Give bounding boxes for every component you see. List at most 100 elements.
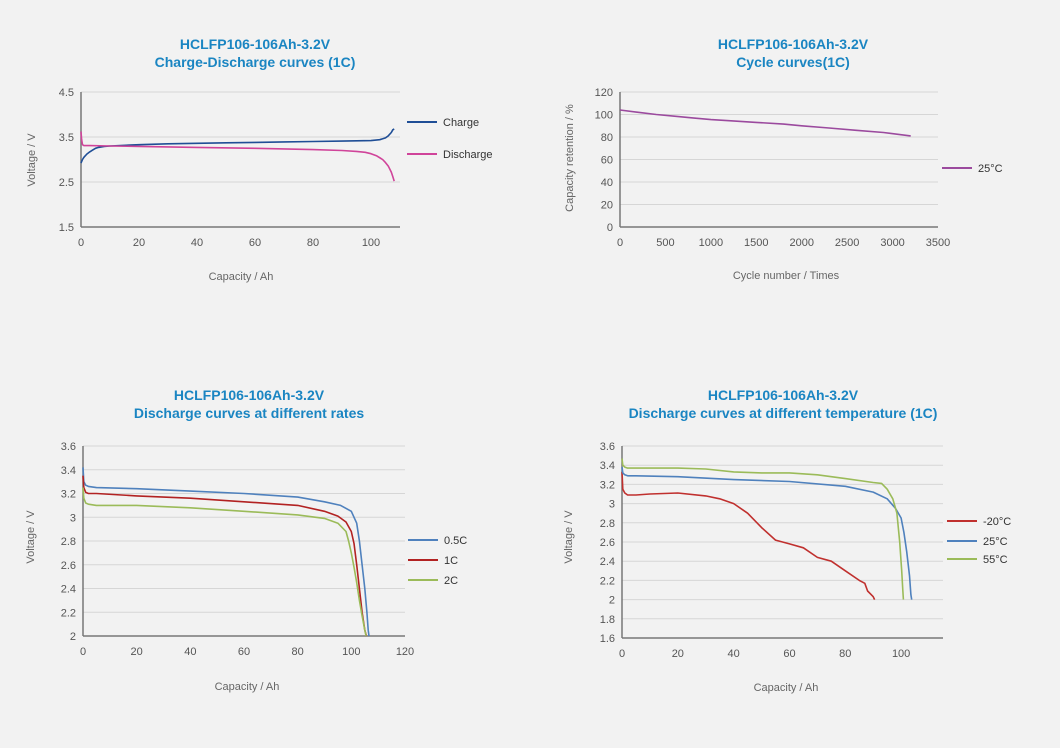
x-tick-label: 20	[672, 648, 684, 660]
x-tick-label: 3500	[926, 237, 950, 249]
legend-label: Discharge	[443, 149, 493, 161]
chart-title: HCLFP106-106Ah-3.2V Charge-Discharge cur…	[0, 35, 520, 71]
y-tick-label: 2.4	[61, 584, 76, 596]
y-tick-label: 20	[601, 200, 613, 212]
legend-label: -20°C	[983, 516, 1011, 528]
x-tick-label: 40	[184, 646, 196, 658]
series-line-25-c	[619, 109, 911, 137]
y-tick-label: 1.8	[600, 614, 615, 626]
chart-charge-discharge: HCLFP106-106Ah-3.2V Charge-Discharge cur…	[0, 0, 530, 300]
x-axis-label: Cycle number / Times	[733, 270, 840, 282]
legend-label: 25°C	[978, 163, 1003, 175]
x-tick-label: 3000	[880, 237, 904, 249]
x-tick-label: 20	[131, 646, 143, 658]
y-tick-label: 2	[609, 595, 615, 607]
x-tick-label: 60	[238, 646, 250, 658]
legend-label: 2C	[444, 575, 458, 587]
y-tick-label: 3.6	[61, 441, 76, 453]
series-line-55-c	[621, 458, 905, 600]
chart-subtitle: Discharge curves at different rates	[133, 405, 365, 421]
y-axis-label: Voltage / V	[25, 510, 37, 564]
y-tick-label: 60	[601, 155, 613, 167]
y-tick-label: 120	[595, 87, 613, 99]
y-tick-label: 3.5	[59, 132, 74, 144]
x-tick-label: 40	[191, 237, 203, 249]
x-tick-label: 60	[249, 237, 261, 249]
legend-label: 55°C	[983, 554, 1008, 566]
x-tick-label: 40	[728, 648, 740, 660]
y-tick-label: 3	[70, 512, 76, 524]
y-tick-label: 80	[601, 132, 613, 144]
chart-canvas: Capacity / Ah Voltage / V 1.5 2.5 3.5 4.5 0 2…	[26, 87, 493, 283]
y-tick-label: 2.6	[600, 537, 615, 549]
x-axis-label: Capacity / Ah	[209, 271, 274, 283]
x-tick-label: 80	[839, 648, 851, 660]
chart-canvas: Capacity / Ah Voltage / V 2 2.2 2.4 2.6 2.8 3…	[25, 441, 467, 693]
x-tick-label: 500	[656, 237, 674, 249]
y-tick-label: 3.4	[61, 465, 76, 477]
x-tick-label: 0	[617, 237, 623, 249]
chart-title: HCLFP106-106Ah-3.2V Discharge curves at …	[0, 386, 514, 422]
chart-title-line1: HCLFP106-106Ah-3.2V	[717, 36, 869, 52]
y-axis-label: Voltage / V	[563, 510, 575, 564]
chart-subtitle: Charge-Discharge curves (1C)	[154, 54, 356, 70]
x-tick-label: 80	[307, 237, 319, 249]
x-tick-label: 0	[80, 646, 86, 658]
y-tick-label: 1.6	[600, 633, 615, 645]
chart-discharge-temperature: HCLFP106-106Ah-3.2V Discharge curves at …	[530, 375, 1060, 715]
y-tick-label: 2.5	[59, 177, 74, 189]
x-tick-label: 100	[362, 237, 380, 249]
y-tick-label: 2	[70, 631, 76, 643]
chart-title: HCLFP106-106Ah-3.2V Cycle curves(1C)	[528, 35, 1058, 71]
x-tick-label: 80	[292, 646, 304, 658]
chart-discharge-rates: HCLFP106-106Ah-3.2V Discharge curves at …	[0, 375, 530, 715]
y-tick-label: 2.2	[61, 607, 76, 619]
y-axis-label: Capacity retention / %	[564, 104, 576, 212]
x-tick-label: 20	[133, 237, 145, 249]
y-tick-label: 3	[609, 499, 615, 511]
x-tick-label: 100	[892, 648, 910, 660]
y-tick-label: 2.8	[600, 518, 615, 530]
legend-label: 1C	[444, 555, 458, 567]
series-line-2c	[82, 487, 367, 637]
y-tick-label: 3.2	[600, 479, 615, 491]
chart-title-line1: HCLFP106-106Ah-3.2V	[707, 387, 859, 403]
chart-subtitle: Discharge curves at different temperatur…	[628, 405, 938, 421]
x-tick-label: 2000	[789, 237, 813, 249]
x-tick-label: 2500	[835, 237, 859, 249]
chart-subtitle: Cycle curves(1C)	[736, 54, 850, 70]
y-tick-label: 2.6	[61, 560, 76, 572]
chart-cycle: HCLFP106-106Ah-3.2V Cycle curves(1C) Cyc…	[530, 0, 1060, 300]
series-line-25-c	[621, 466, 913, 600]
chart-title-line1: HCLFP106-106Ah-3.2V	[179, 36, 331, 52]
y-tick-label: 2.2	[600, 575, 615, 587]
legend-label: 0.5C	[444, 535, 467, 547]
series-line-20-c	[621, 471, 876, 600]
y-tick-label: 3.2	[61, 489, 76, 501]
x-tick-label: 0	[78, 237, 84, 249]
chart-canvas: Capacity / Ah Voltage / V 1.6 1.8 2 2.2 2.4 2…	[563, 441, 1011, 694]
legend-label: Charge	[443, 117, 479, 129]
series-line-charge	[80, 128, 395, 164]
y-tick-label: 3.6	[600, 441, 615, 453]
y-tick-label: 100	[595, 110, 613, 122]
y-tick-label: 1.5	[59, 222, 74, 234]
series-line-1c	[82, 475, 368, 637]
chart-canvas: Cycle number / Times Capacity retention …	[564, 87, 1003, 282]
y-tick-label: 2.4	[600, 556, 615, 568]
x-tick-label: 120	[396, 646, 414, 658]
y-tick-label: 2.8	[61, 536, 76, 548]
x-tick-label: 0	[619, 648, 625, 660]
y-tick-label: 40	[601, 177, 613, 189]
y-axis-label: Voltage / V	[26, 133, 38, 187]
series-line-discharge	[80, 131, 395, 182]
y-tick-label: 3.4	[600, 460, 615, 472]
x-axis-label: Capacity / Ah	[754, 682, 819, 694]
x-axis-label: Capacity / Ah	[215, 681, 280, 693]
x-tick-label: 1500	[744, 237, 768, 249]
x-tick-label: 1000	[699, 237, 723, 249]
x-tick-label: 60	[783, 648, 795, 660]
y-tick-label: 4.5	[59, 87, 74, 99]
chart-title: HCLFP106-106Ah-3.2V Discharge curves at …	[518, 386, 1048, 422]
series-line-0-5c	[82, 467, 370, 637]
